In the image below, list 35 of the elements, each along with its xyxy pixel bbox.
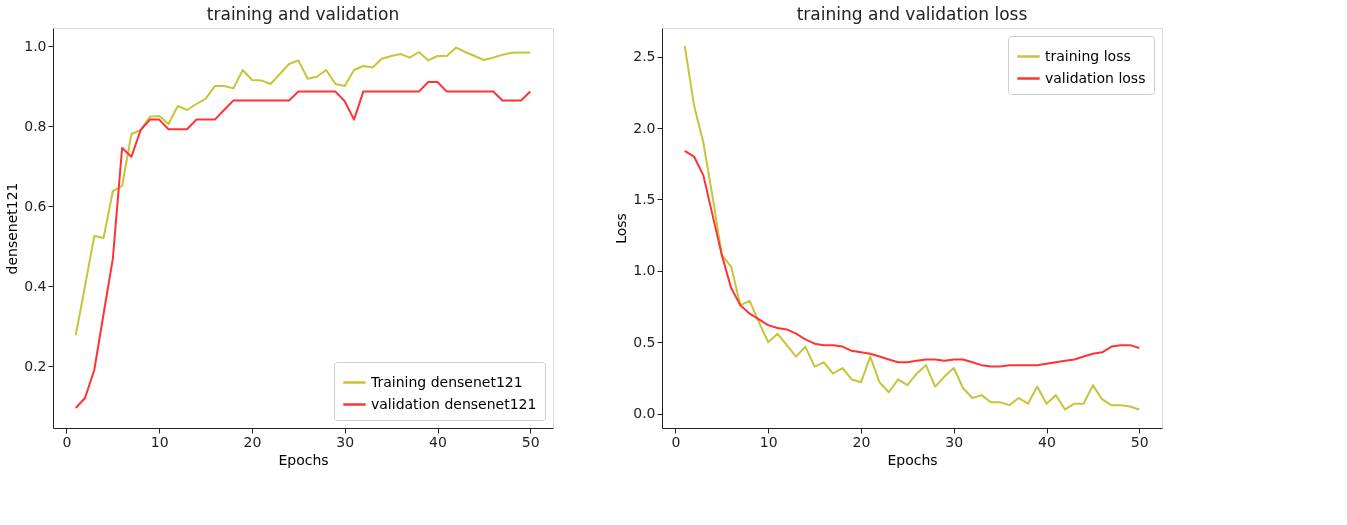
x-tick-label: 10 [150, 433, 169, 450]
x-axis-title: Epochs [278, 451, 329, 468]
x-tick-label: 30 [336, 433, 355, 450]
y-tick-label: 0.6 [24, 197, 47, 214]
x-tick-label: 50 [1130, 433, 1149, 450]
x-axis-title: Epochs [887, 451, 938, 468]
y-tick-label: 0.2 [24, 357, 47, 374]
x-tick-label: 0 [62, 433, 72, 450]
y-tick-label: 1.0 [633, 262, 656, 279]
y-tick-label: 2.0 [633, 119, 656, 136]
x-tick-label: 30 [945, 433, 964, 450]
y-tick-label: 0.4 [24, 277, 47, 294]
line-series [74, 46, 532, 337]
x-tick-label: 20 [243, 433, 262, 450]
x-tick-label: 40 [1038, 433, 1056, 450]
y-tick-label: 0.5 [633, 333, 656, 350]
y-axis-title: densenet121 [4, 182, 21, 275]
legend-label: Training densenet121 [370, 373, 523, 390]
y-tick-label: 1.0 [24, 37, 47, 54]
legend-label: validation densenet121 [371, 395, 537, 412]
y-tick-label: 0.0 [633, 405, 656, 422]
y-tick-label: 2.5 [633, 48, 656, 65]
y-tick-label: 1.5 [633, 190, 656, 207]
line-series [683, 149, 1141, 368]
chart-title: training and validation loss [796, 4, 1028, 24]
legend-label: validation loss [1045, 69, 1146, 86]
x-tick-label: 10 [759, 433, 778, 450]
y-tick-label: 0.8 [24, 117, 47, 134]
chart-title: training and validation [206, 4, 400, 24]
x-tick-label: 50 [521, 433, 540, 450]
y-axis-title: Loss [613, 213, 630, 244]
x-tick-label: 0 [671, 433, 681, 450]
x-tick-label: 20 [852, 433, 871, 450]
x-tick-label: 40 [429, 433, 447, 450]
legend-label: training loss [1045, 47, 1131, 64]
